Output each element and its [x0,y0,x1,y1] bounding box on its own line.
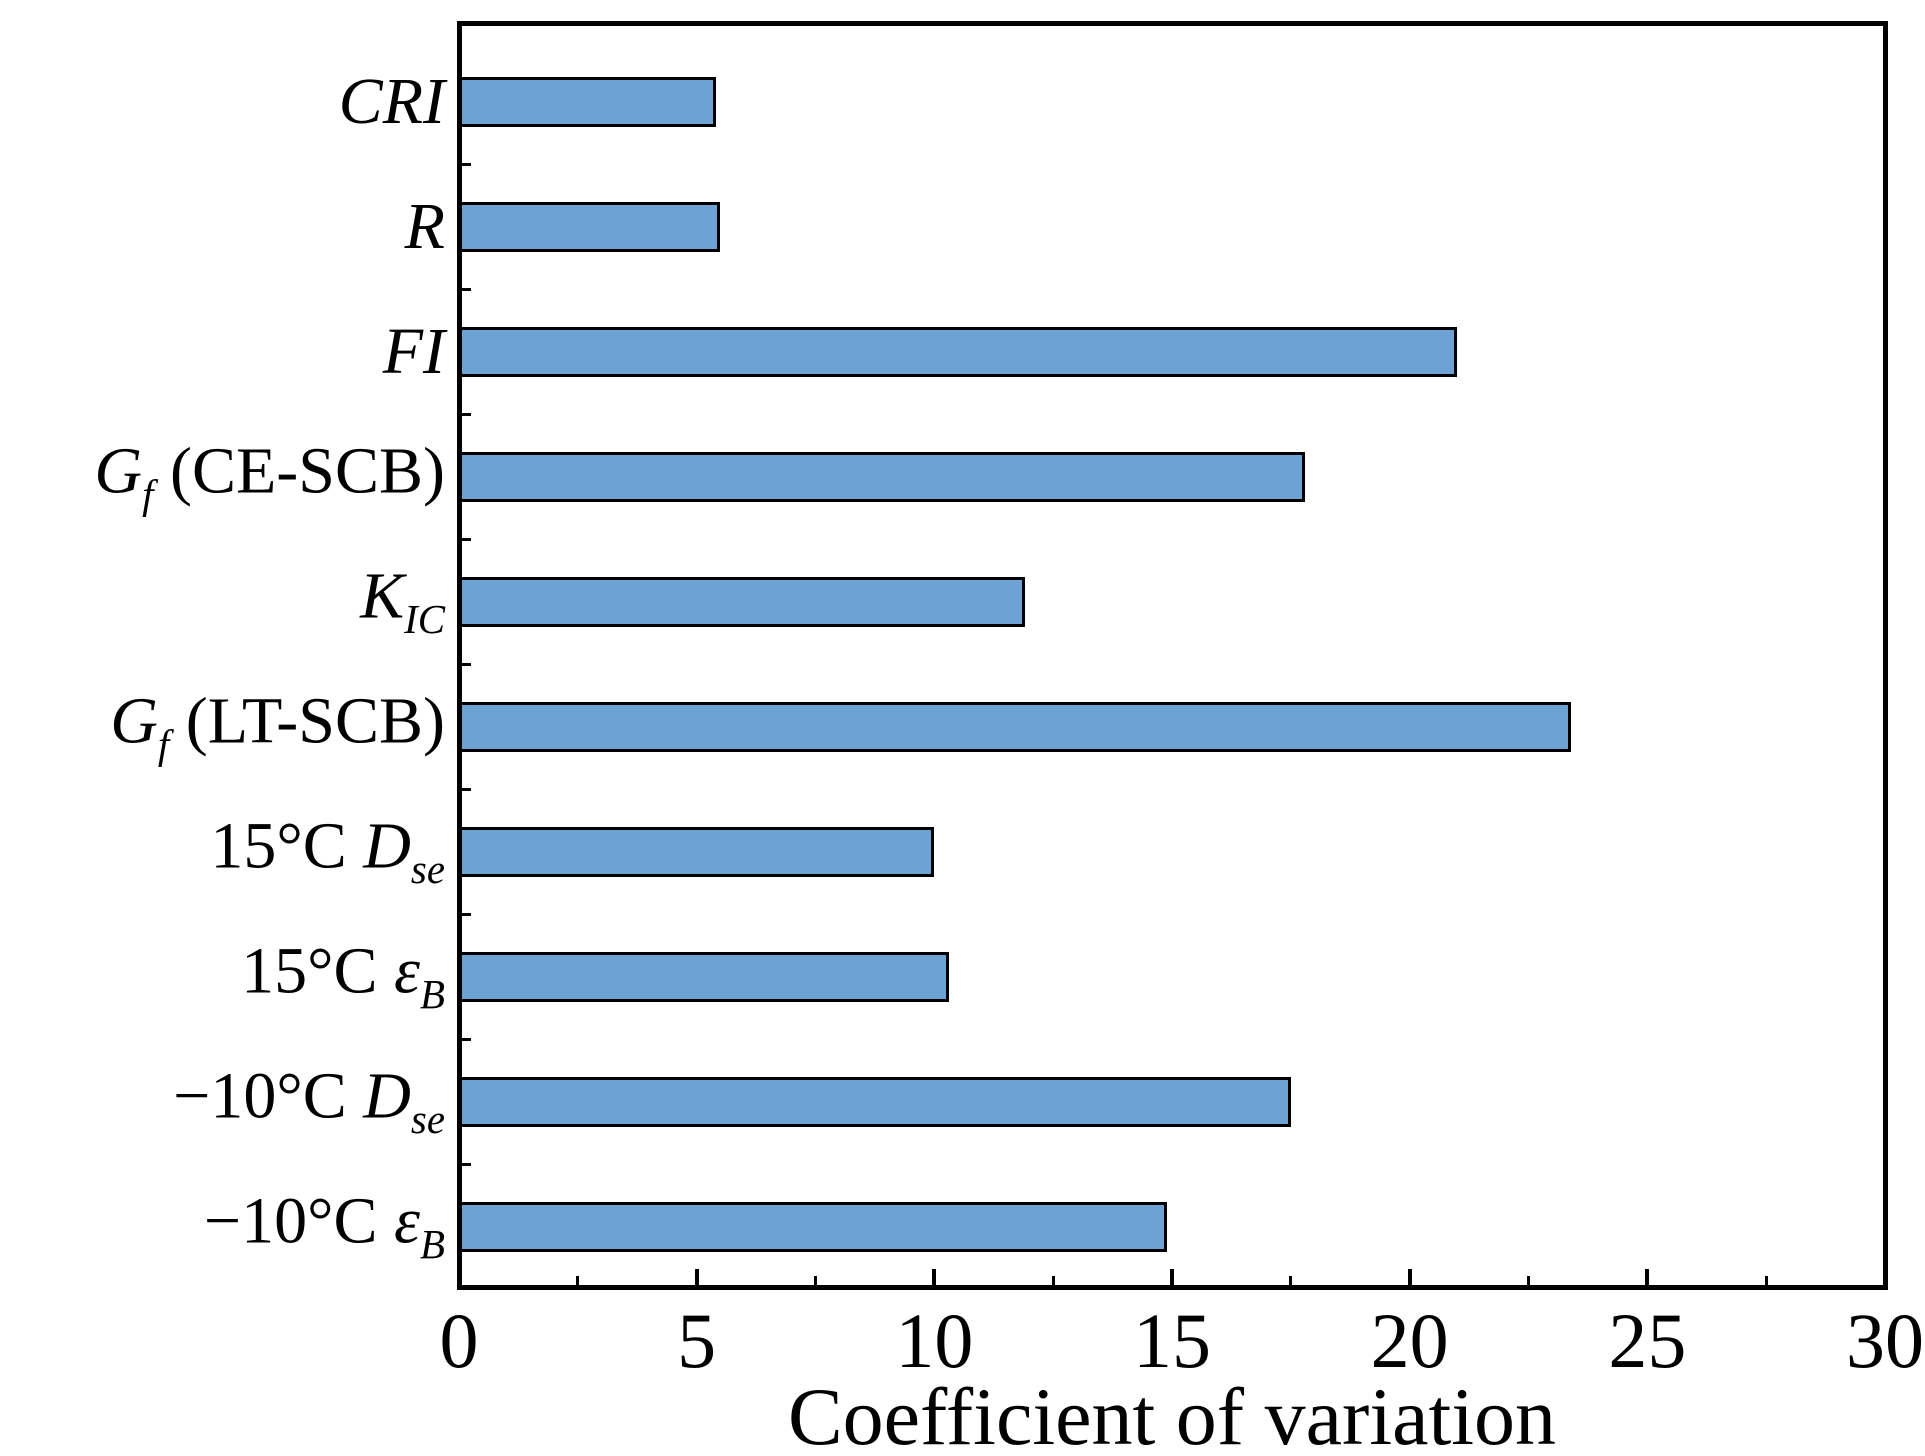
y-axis-tick [461,1038,471,1041]
xtick-label-25: 25 [1608,1297,1687,1384]
x-axis-minor-tick [1764,1276,1768,1285]
y-axis-tick [461,1163,471,1166]
ytick-label-kic: KIC [360,563,445,640]
x-axis-major-tick [1407,1269,1412,1285]
ytick-label-part: f [157,721,170,767]
ytick-label-part: B [420,1221,445,1267]
y-axis-tick [461,413,471,416]
ytick-label-part: G [110,684,158,758]
x-axis-minor-tick [1051,1276,1055,1285]
y-axis-tick [461,913,471,916]
ytick-label-part: R [404,190,445,263]
bar-gf-lt-scb [459,702,1572,752]
ytick-label-r: R [405,194,445,260]
x-axis-major-tick [1883,1269,1887,1285]
y-axis-tick [461,788,471,791]
xtick-label-0: 0 [439,1297,479,1384]
ytick-label-gf-lt-scb: Gf (LT-SCB) [110,688,445,765]
xtick-label-30: 30 [1846,1297,1924,1384]
bar-minus10c-dse [459,1077,1291,1127]
bar-15c-eb [459,952,949,1002]
xtick-label-15: 15 [1133,1297,1211,1384]
xtick-label-10: 10 [895,1297,974,1384]
ytick-label-part: CRI [338,65,445,138]
ytick-label-part: K [360,559,405,633]
x-axis-major-tick [1170,1269,1174,1285]
ytick-label-part: se [410,846,445,892]
xtick-label-5: 5 [677,1297,717,1384]
ytick-label-15c-eb: 15°C εB [241,938,445,1015]
ytick-label-part: −10°C [173,1059,364,1133]
bar-r [459,202,721,252]
x-axis-major-tick [1645,1269,1650,1285]
ytick-label-part: (LT-SCB) [169,684,445,758]
x-axis-major-tick [457,1269,461,1285]
ytick-label-part: D [363,1059,411,1133]
ytick-label-part: B [420,971,445,1017]
ytick-label-part: D [363,809,411,883]
ytick-label-15c-dse: 15°C Dse [210,813,445,890]
bar-gf-ce-scb [459,452,1306,502]
y-axis-tick [461,538,471,541]
y-axis-tick [461,163,471,166]
ytick-label-part: 15°C [210,809,364,883]
ytick-label-minus10c-dse: −10°C Dse [173,1063,445,1140]
ytick-label-part: (CE-SCB) [153,434,445,508]
ytick-label-minus10c-eb: −10°C εB [204,1188,445,1265]
ytick-label-cri: CRI [339,69,445,135]
x-axis-minor-tick [1289,1276,1293,1285]
bar-fi [459,327,1458,377]
bar-minus10c-eb [459,1202,1168,1252]
ytick-label-part: ε [393,934,420,1008]
x-axis-minor-tick [576,1276,580,1285]
xtick-label-20: 20 [1370,1297,1449,1384]
plot-area [456,20,1888,1290]
x-axis-major-tick [694,1269,699,1285]
ytick-label-gf-ce-scb: Gf (CE-SCB) [94,438,445,515]
ytick-label-part: −10°C [203,1184,394,1258]
ytick-label-part: se [410,1096,445,1142]
y-axis-tick [461,288,471,291]
x-axis-minor-tick [814,1276,817,1285]
ytick-label-part: IC [404,596,445,642]
ytick-label-part: f [142,471,154,517]
x-axis-major-tick [932,1269,937,1285]
x-axis-minor-tick [1527,1276,1530,1285]
ytick-label-fi: FI [383,319,445,385]
ytick-label-part: ε [393,1184,420,1258]
ytick-label-part: FI [382,315,445,388]
y-axis-tick [461,663,471,666]
bar-cri [459,77,716,127]
x-axis-title: Coefficient of variation [787,1371,1557,1456]
bar-kic [459,577,1025,627]
ytick-label-part: G [94,434,143,508]
ytick-label-part: 15°C [241,934,394,1008]
bar-15c-dse [459,827,935,877]
